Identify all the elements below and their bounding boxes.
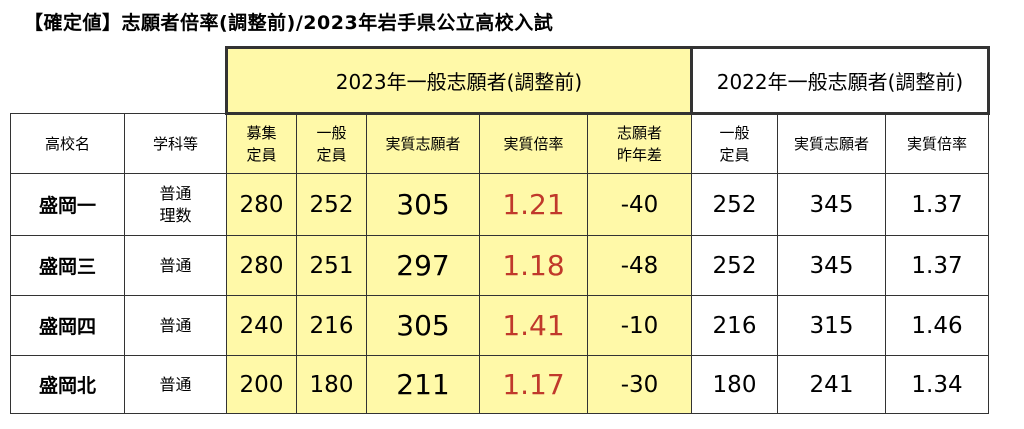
dept-cell: 普通 理数 xyxy=(124,173,227,236)
applicants: 211 xyxy=(366,355,480,414)
general-capacity-2022: 252 xyxy=(691,235,778,296)
recruit-capacity: 240 xyxy=(226,295,297,356)
applicants: 305 xyxy=(366,295,480,356)
applicant-diff: -40 xyxy=(587,173,692,236)
header-general-capacity-2022: 一般 定員 xyxy=(691,113,778,174)
applicants-2022: 315 xyxy=(777,295,886,356)
general-capacity: 251 xyxy=(296,235,367,296)
applicants-2022: 345 xyxy=(777,173,886,236)
ratio: 1.21 xyxy=(479,173,588,236)
school-name: 盛岡三 xyxy=(10,235,125,296)
dept-cell: 普通 xyxy=(124,235,227,296)
applicants: 305 xyxy=(366,173,480,236)
header-row: 高校名 学科等 募集 定員 一般 定員 実質志願者 実質倍率 志願者 昨年差 一… xyxy=(10,113,989,174)
table-row: 盛岡三 普通 280 251 297 1.18 -48 252 345 1.37 xyxy=(10,235,989,296)
school-name: 盛岡四 xyxy=(10,295,125,356)
ratio-2022: 1.46 xyxy=(885,295,989,356)
recruit-capacity: 280 xyxy=(226,235,297,296)
applicants-2022: 241 xyxy=(777,355,886,414)
header-general-capacity: 一般 定員 xyxy=(296,113,367,174)
band-2023: 2023年一般志願者(調整前) xyxy=(225,46,693,115)
school-name: 盛岡一 xyxy=(10,173,125,236)
header-ratio-2022: 実質倍率 xyxy=(885,113,989,174)
table-row: 盛岡北 普通 200 180 211 1.17 -30 180 241 1.34 xyxy=(10,355,989,414)
blank-corner xyxy=(10,47,227,114)
header-recruit: 募集 定員 xyxy=(226,113,297,174)
header-ratio: 実質倍率 xyxy=(479,113,588,174)
applicants: 297 xyxy=(366,235,480,296)
applicant-diff: -30 xyxy=(587,355,692,414)
header-school: 高校名 xyxy=(10,113,125,174)
header-diff: 志願者 昨年差 xyxy=(587,113,692,174)
school-name: 盛岡北 xyxy=(10,355,125,414)
band-2022: 2022年一般志願者(調整前) xyxy=(690,46,990,115)
recruit-capacity: 280 xyxy=(226,173,297,236)
page-title: 【確定値】志願者倍率(調整前)/2023年岩手県公立高校入試 xyxy=(24,12,554,34)
header-applicants: 実質志願者 xyxy=(366,113,480,174)
dept-cell: 普通 xyxy=(124,355,227,414)
ratio: 1.18 xyxy=(479,235,588,296)
ratio-2022: 1.37 xyxy=(885,173,989,236)
band-row: 2023年一般志願者(調整前) 2022年一般志願者(調整前) xyxy=(10,46,990,115)
ratio: 1.17 xyxy=(479,355,588,414)
dept-cell: 普通 xyxy=(124,295,227,356)
header-applicants-2022: 実質志願者 xyxy=(777,113,886,174)
ratio: 1.41 xyxy=(479,295,588,356)
applicant-diff: -10 xyxy=(587,295,692,356)
header-dept: 学科等 xyxy=(124,113,227,174)
general-capacity-2022: 180 xyxy=(691,355,778,414)
ratio-2022: 1.34 xyxy=(885,355,989,414)
general-capacity-2022: 216 xyxy=(691,295,778,356)
ratio-2022: 1.37 xyxy=(885,235,989,296)
applicants-2022: 345 xyxy=(777,235,886,296)
table-row: 盛岡一 普通 理数 280 252 305 1.21 -40 252 345 1… xyxy=(10,173,989,236)
applicant-ratio-table: 2023年一般志願者(調整前) 2022年一般志願者(調整前) 高校名 学科等 … xyxy=(10,46,990,414)
recruit-capacity: 200 xyxy=(226,355,297,414)
general-capacity: 216 xyxy=(296,295,367,356)
applicant-diff: -48 xyxy=(587,235,692,296)
general-capacity: 252 xyxy=(296,173,367,236)
general-capacity-2022: 252 xyxy=(691,173,778,236)
general-capacity: 180 xyxy=(296,355,367,414)
table-row: 盛岡四 普通 240 216 305 1.41 -10 216 315 1.46 xyxy=(10,295,989,356)
